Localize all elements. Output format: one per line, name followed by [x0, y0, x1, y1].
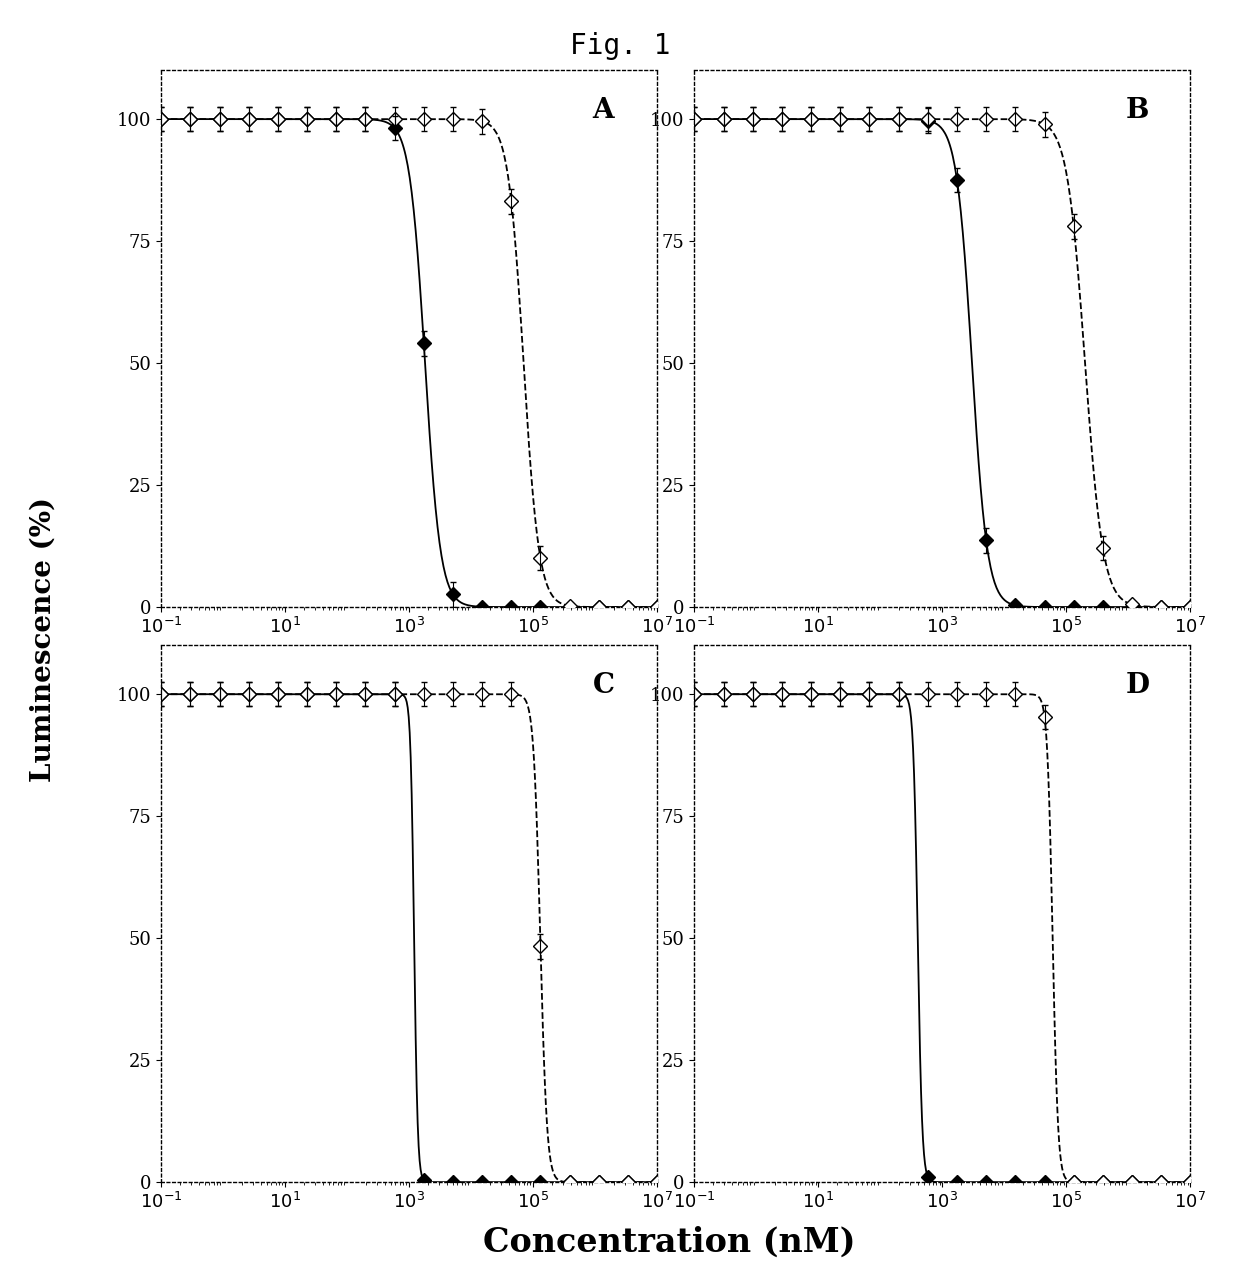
Text: D: D: [1126, 672, 1149, 699]
Text: Fig. 1: Fig. 1: [569, 32, 671, 60]
Text: Luminescence (%): Luminescence (%): [30, 496, 57, 782]
Text: A: A: [593, 97, 614, 124]
Text: B: B: [1126, 97, 1149, 124]
Text: Concentration (nM): Concentration (nM): [484, 1226, 856, 1259]
Text: C: C: [593, 672, 615, 699]
